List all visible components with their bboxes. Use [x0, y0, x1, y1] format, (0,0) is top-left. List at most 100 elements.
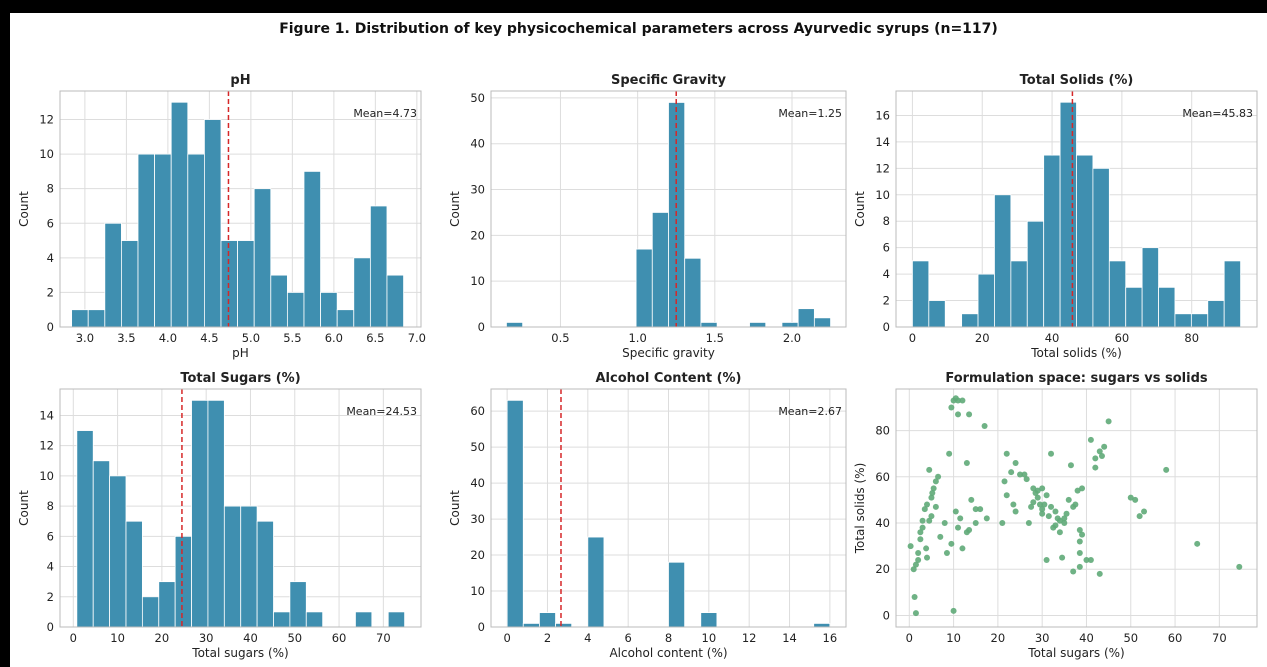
panel-3-bar	[1141, 247, 1159, 328]
panel-6-point	[932, 478, 939, 485]
panel-6-ytick-label: 40	[875, 516, 890, 530]
panel-1-xtick-label: 5.5	[283, 331, 301, 345]
panel-6-point	[1072, 501, 1079, 508]
panel-6-point	[1001, 478, 1008, 485]
panel-6-point	[957, 515, 964, 522]
panel-1-ytick-label: 12	[39, 113, 54, 127]
panel-3-mean-label: Mean=45.83	[1182, 107, 1253, 120]
panel-4-xtick-label: 70	[376, 631, 391, 645]
panel-6-point	[1036, 501, 1043, 508]
panel-2-ytick-label: 30	[470, 183, 485, 197]
panel-6-xtick-label: 30	[1035, 631, 1050, 645]
panel-1-bar	[170, 101, 189, 328]
panel-6-ytick-label: 60	[875, 470, 890, 484]
panel-2-xtick-label: 2.0	[783, 331, 801, 345]
panel-6-point	[1076, 538, 1083, 545]
panel-2-bar	[700, 322, 718, 328]
panel-4-bar	[141, 596, 160, 628]
panel-4-bar	[207, 399, 225, 628]
panel-3-bar	[1207, 300, 1225, 328]
panel-2-xlabel: Specific gravity	[622, 346, 715, 360]
panel-3-bar	[961, 313, 979, 328]
panel-6-point	[952, 508, 959, 515]
panel-6-point	[912, 561, 919, 568]
panel-6-point	[1096, 448, 1103, 455]
panel-2-ytick-label: 0	[478, 320, 485, 334]
panel-6-point	[932, 503, 939, 510]
panel-6-point	[959, 397, 966, 404]
panel-5-xtick-label: 16	[823, 631, 838, 645]
panel-6-point	[912, 610, 919, 617]
panel-3-ytick-label: 14	[875, 135, 890, 149]
panel-5-xtick-label: 12	[742, 631, 757, 645]
panel-6-point	[1039, 510, 1046, 517]
panel-6-point	[1010, 501, 1017, 508]
panel-6-point	[1017, 471, 1024, 478]
panel-3-ytick-label: 4	[883, 267, 890, 281]
panel-1-bar	[353, 257, 371, 328]
panel-3-xtick-label: 60	[1115, 331, 1130, 345]
panel-6-point	[1079, 531, 1086, 538]
panel-6-point	[1052, 508, 1059, 515]
panel-6-point	[1087, 556, 1094, 563]
panel-4-bar	[305, 611, 324, 628]
panel-6-point	[1061, 515, 1068, 522]
panel-5-bar	[668, 561, 686, 628]
panel-6-point	[915, 556, 922, 563]
panel-6-point	[1083, 556, 1090, 563]
panel-4-ytick-label: 0	[47, 620, 54, 634]
panel-6-point	[1034, 494, 1041, 501]
panel-1-bar	[336, 309, 355, 328]
panel-6-point	[1056, 529, 1063, 536]
panel-4-ytick-label: 12	[39, 439, 54, 453]
panel-3-bar	[1125, 286, 1143, 328]
panel-6-point	[1132, 496, 1139, 503]
panel-5-mean-label: Mean=2.67	[778, 405, 842, 418]
panel-5-ytick-label: 30	[470, 512, 485, 526]
panel-3-bar	[1190, 313, 1209, 328]
panel-5-xtick-label: 0	[503, 631, 510, 645]
panel-6-point	[1041, 501, 1048, 508]
panel-5-title: Alcohol Content (%)	[596, 371, 742, 386]
panel-4-title: Total Sugars (%)	[180, 371, 300, 386]
panel-6-point	[910, 566, 917, 573]
panel-6-point	[1028, 503, 1035, 510]
panel-6-point	[923, 545, 930, 552]
panel-6-point	[1043, 556, 1050, 563]
panel-6-ytick-label: 0	[883, 608, 890, 622]
panel-4-ytick-label: 14	[39, 408, 54, 422]
panel-3-bar	[1010, 260, 1028, 328]
panel-6-plot-area	[896, 389, 1257, 627]
panel-6-point	[1236, 563, 1243, 570]
panel-6-point	[926, 466, 933, 473]
panel-2-ytick-label: 20	[470, 228, 485, 242]
panel-3-ytick-label: 8	[883, 214, 890, 228]
panel-6-point	[1070, 568, 1077, 575]
panel-1-bar	[253, 188, 272, 328]
panel-6-point	[959, 545, 966, 552]
panel-5-ylabel: Count	[448, 490, 462, 526]
panel-3-xtick-label: 40	[1045, 331, 1060, 345]
panel-3-ytick-label: 16	[875, 108, 890, 122]
panel-6-point	[1045, 513, 1052, 520]
panel-6-xtick-label: 0	[906, 631, 913, 645]
panel-6-point	[1061, 520, 1068, 527]
panel-1-ytick-label: 6	[47, 216, 54, 230]
panel-2-bar	[749, 322, 767, 328]
panel-1-mean-label: Mean=4.73	[353, 107, 417, 120]
panel-4-bar	[174, 535, 192, 628]
panel-6-point	[1105, 418, 1112, 425]
panel-6-xtick-label: 20	[991, 631, 1006, 645]
panel-6-point	[907, 543, 914, 550]
panel-6-point	[929, 489, 936, 496]
panel-3-bar	[912, 260, 930, 328]
panel-6-point	[924, 554, 931, 561]
panel-6-point	[1067, 462, 1074, 469]
panel-6-ylabel: Total solids (%)	[853, 463, 867, 555]
panel-3-bar	[1059, 101, 1077, 328]
panel-4-bar	[158, 581, 176, 628]
panel-6-point	[1092, 464, 1099, 471]
panel-3-bar	[1076, 154, 1094, 328]
panel-4-mean-label: Mean=24.53	[346, 405, 417, 418]
panel-4-ytick-label: 2	[47, 590, 54, 604]
